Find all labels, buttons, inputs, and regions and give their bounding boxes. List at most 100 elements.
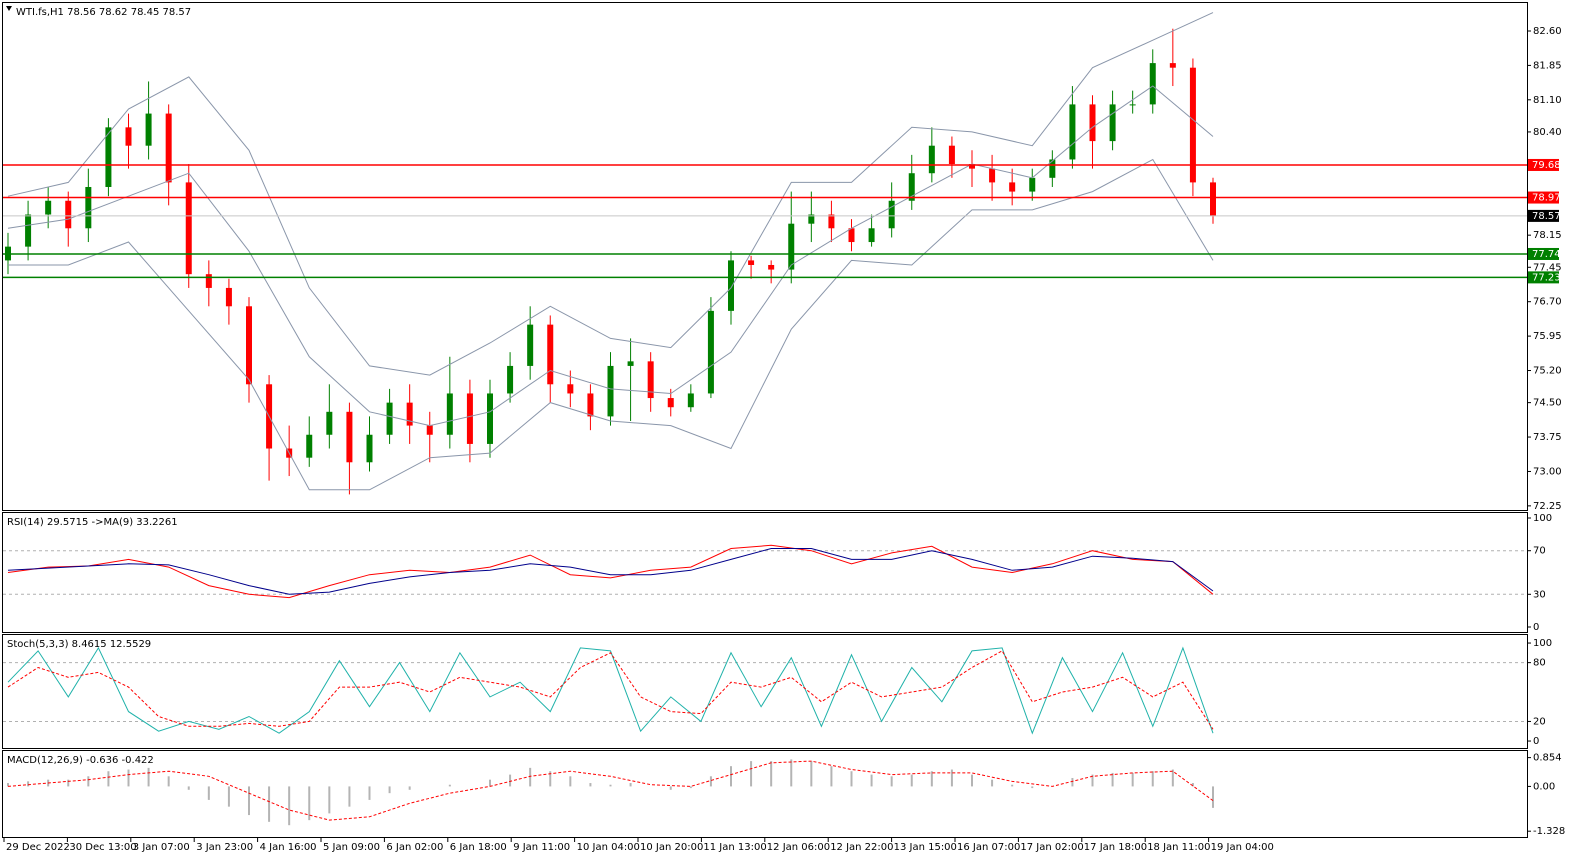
x-tick-label: 10 Jan 04:00: [577, 842, 640, 853]
candle-body: [25, 214, 32, 247]
candle-body: [306, 434, 313, 458]
bollinger-band: [7, 12, 1214, 376]
stoch-pane-frame: [2, 634, 1528, 749]
level-label-box: [1528, 271, 1559, 284]
x-tick-label: 3 Jan 07:00: [133, 842, 190, 853]
candle-body: [687, 393, 694, 408]
level-label: 78.97: [1532, 193, 1561, 204]
candle-body: [707, 310, 714, 394]
candle-body: [1069, 104, 1076, 160]
collapse-arrow: [6, 6, 12, 11]
y-tick-label: -1.328: [1533, 826, 1565, 837]
candle-body: [1029, 177, 1036, 192]
candle-body: [928, 145, 935, 174]
pane-title: Stoch(5,3,3) 8.4615 12.5529: [7, 639, 151, 650]
y-tick-label: 82.60: [1533, 26, 1562, 37]
candle-body: [888, 200, 895, 229]
candle-body: [205, 274, 212, 288]
y-tick-label: 73.00: [1533, 466, 1562, 477]
candle-body: [848, 228, 855, 243]
x-tick-label: 17 Jan 02:00: [1020, 842, 1083, 853]
y-tick-label: 81.10: [1533, 95, 1562, 106]
x-tick-label: 11 Jan 13:00: [703, 842, 766, 853]
x-tick-label: 9 Jan 11:00: [513, 842, 570, 853]
candle-body: [185, 182, 192, 275]
x-tick-label: 5 Jan 09:00: [323, 842, 380, 853]
candle-body: [748, 260, 755, 265]
level-label-box: [1528, 158, 1559, 171]
candle-body: [828, 214, 835, 229]
x-tick-label: 16 Jan 07:00: [957, 842, 1020, 853]
level-label: 79.68: [1532, 160, 1561, 171]
level-label-box: [1528, 191, 1559, 204]
bollinger-band: [7, 85, 1214, 427]
price-pane-frame: [2, 2, 1528, 511]
y-tick-label: 0.854: [1533, 753, 1562, 764]
candle-body: [908, 173, 915, 201]
candle-body: [507, 365, 514, 394]
y-tick-label: 74.50: [1533, 398, 1562, 409]
candle-body: [1129, 104, 1136, 106]
candle-body: [125, 127, 132, 146]
x-tick-label: 29 Dec 2022: [6, 842, 70, 853]
x-tick-label: 3 Jan 23:00: [196, 842, 253, 853]
y-tick-label: 73.75: [1533, 432, 1562, 443]
candle-body: [607, 365, 614, 417]
y-tick-label: 75.95: [1533, 331, 1562, 342]
candle-body: [85, 186, 92, 229]
candle-body: [627, 361, 634, 366]
candle-body: [346, 411, 353, 463]
candle-body: [868, 228, 875, 243]
x-tick-label: 10 Jan 20:00: [640, 842, 703, 853]
x-tick-label: 12 Jan 22:00: [830, 842, 893, 853]
candle-body: [386, 402, 393, 435]
y-tick-label: 77.45: [1533, 262, 1562, 273]
candle-body: [246, 306, 252, 385]
candle-body: [487, 393, 493, 444]
bollinger-band: [8, 158, 1214, 491]
level-label: 77.74: [1532, 249, 1561, 260]
candle-body: [808, 214, 815, 224]
y-tick-label: 20: [1533, 716, 1546, 727]
candle-body: [1189, 67, 1196, 183]
candle-body: [1109, 104, 1116, 142]
candle-body: [547, 324, 554, 385]
candle-body: [768, 264, 775, 270]
y-tick-label: 75.20: [1533, 366, 1562, 377]
candle-body: [969, 164, 975, 169]
candle-body: [587, 393, 594, 417]
candle-body: [1009, 182, 1016, 192]
candle-body: [1089, 104, 1096, 142]
level-label: 78.57: [1532, 211, 1561, 222]
candle-body: [65, 200, 72, 229]
x-tick-label: 30 Dec 13:00: [69, 842, 136, 853]
candle-body: [426, 425, 433, 435]
macd-pane-frame: [2, 750, 1528, 838]
candle-body: [105, 127, 112, 187]
candle-body: [466, 393, 473, 444]
candle-body: [406, 402, 413, 426]
x-tick-label: 4 Jan 16:00: [260, 842, 317, 853]
pane-title: MACD(12,26,9) -0.636 -0.422: [7, 755, 154, 766]
y-tick-label: 76.70: [1533, 297, 1562, 308]
indicator-line: [7, 650, 1214, 730]
level-label-box: [1528, 247, 1559, 260]
x-tick-label: 18 Jan 11:00: [1147, 842, 1210, 853]
y-tick-label: 30: [1533, 589, 1546, 600]
level-label-box: [1528, 209, 1559, 222]
y-tick-label: 81.85: [1533, 60, 1562, 71]
candle-body: [1049, 159, 1056, 178]
level-label: 77.23: [1532, 272, 1561, 283]
candle-body: [647, 361, 654, 399]
indicator-line: [7, 544, 1214, 599]
pane-title: WTI.fs,H1 78.56 78.62 78.45 78.57: [16, 7, 191, 18]
candle-body: [1210, 182, 1216, 216]
y-tick-label: 72.25: [1533, 501, 1562, 512]
y-tick-label: 0: [1533, 622, 1539, 633]
x-tick-label: 19 Jan 04:00: [1211, 842, 1274, 853]
candle-body: [326, 411, 333, 435]
x-tick-label: 13 Jan 15:00: [894, 842, 957, 853]
y-tick-label: 100: [1533, 513, 1552, 524]
